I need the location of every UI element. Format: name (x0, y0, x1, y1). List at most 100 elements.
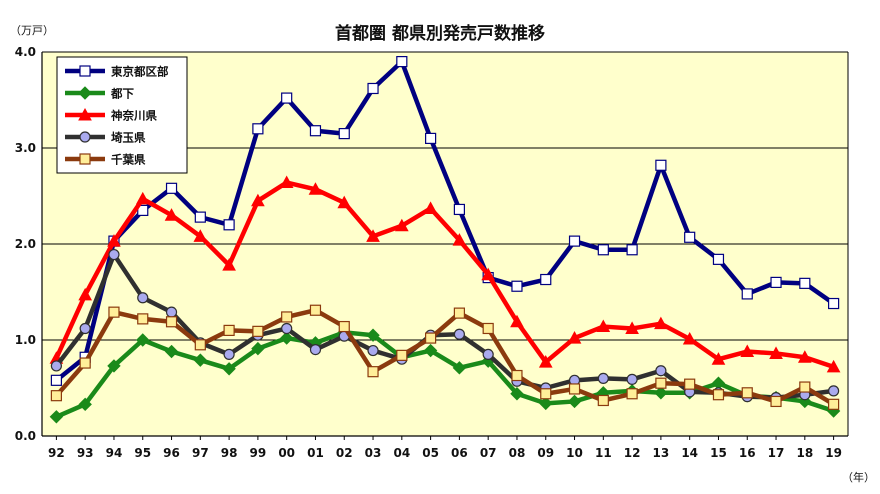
data-point (251, 341, 265, 356)
data-point (252, 123, 264, 135)
x-tick-label: 13 (653, 446, 670, 460)
x-tick-label: 17 (768, 446, 785, 460)
series-3 (49, 175, 841, 373)
x-tick-label: 95 (134, 446, 151, 460)
x-tick-label: 06 (451, 446, 468, 460)
data-point (338, 320, 350, 333)
data-point (712, 389, 725, 401)
data-point (481, 267, 496, 281)
x-tick-label: 02 (336, 446, 353, 460)
data-point (425, 132, 437, 144)
data-point (741, 387, 753, 399)
x-tick-label: 99 (250, 446, 267, 460)
data-point (655, 365, 667, 377)
data-point (453, 328, 465, 340)
data-point (511, 280, 523, 292)
data-point (394, 218, 409, 232)
data-point (279, 175, 294, 189)
data-point (223, 324, 235, 336)
data-point (740, 344, 755, 358)
data-point (626, 373, 638, 385)
y-axis-ticks: 0.0 1.0 2.0 3.0 4.0 (15, 45, 36, 443)
x-tick-label: 14 (681, 446, 698, 460)
data-point (510, 387, 524, 401)
data-point (538, 355, 553, 368)
data-point (655, 159, 667, 171)
legend-item: 神奈川県 (65, 107, 157, 123)
x-tick-label: 07 (480, 446, 497, 460)
data-point (309, 344, 322, 356)
data-point (597, 372, 609, 384)
data-point (423, 201, 438, 214)
data-point (799, 381, 811, 393)
data-point (194, 339, 206, 351)
x-tick-label: 15 (710, 446, 727, 460)
data-point (684, 378, 696, 390)
data-point (309, 125, 322, 137)
data-point (137, 204, 149, 216)
x-tick-label: 98 (221, 446, 238, 460)
y-tick-label: 2.0 (15, 237, 36, 251)
data-point (137, 292, 149, 304)
data-point (567, 331, 582, 344)
x-tick-label: 93 (77, 446, 94, 460)
data-point (596, 319, 611, 333)
legend-marker (79, 65, 91, 77)
data-point (769, 346, 783, 359)
series-line (54, 59, 836, 383)
y-tick-label: 3.0 (15, 141, 36, 155)
data-point (107, 234, 121, 247)
data-point (654, 386, 668, 400)
data-point (626, 244, 638, 256)
legend-label: 都下 (110, 87, 134, 101)
legend-item: 千葉県 (65, 153, 146, 167)
data-point (799, 277, 811, 289)
data-point (423, 343, 438, 358)
data-point (712, 253, 725, 265)
legend-item: 埼玉県 (65, 131, 146, 145)
legend-marker (79, 153, 91, 165)
data-point (194, 211, 206, 223)
data-point (279, 331, 294, 345)
data-point (597, 244, 609, 256)
data-point (567, 394, 582, 409)
x-tick-label: 11 (595, 446, 612, 460)
data-point (135, 191, 150, 205)
x-tick-label: 09 (537, 446, 554, 460)
data-point (568, 235, 581, 247)
chart-title: 首都圏 都県別発売戸数推移 (335, 23, 545, 44)
data-point (308, 182, 323, 195)
data-point (828, 385, 840, 397)
data-point (281, 92, 293, 104)
data-point (828, 297, 840, 310)
data-point (625, 321, 639, 334)
data-point (367, 344, 379, 357)
legend-marker (79, 131, 91, 143)
data-point (223, 219, 235, 231)
series-line (54, 307, 836, 407)
gridlines (41, 51, 849, 437)
x-tick-label: 00 (278, 446, 295, 460)
legend-marker (78, 107, 92, 121)
data-point (223, 348, 235, 360)
series-line (54, 252, 836, 400)
data-point (222, 362, 236, 376)
data-point (826, 359, 841, 373)
series-group (49, 55, 841, 424)
x-tick-label: 01 (307, 446, 324, 460)
data-point (78, 287, 93, 301)
data-point (396, 55, 408, 68)
data-point (165, 182, 178, 194)
data-point (337, 195, 352, 209)
data-point (770, 276, 782, 288)
data-point (511, 369, 523, 382)
data-point (425, 332, 437, 344)
data-point (366, 229, 380, 242)
data-point (453, 203, 465, 216)
x-tick-label: 12 (624, 446, 641, 460)
data-point (50, 374, 62, 386)
x-tick-label: 08 (509, 446, 526, 460)
x-tick-label: 94 (106, 446, 123, 460)
data-point (482, 322, 494, 335)
